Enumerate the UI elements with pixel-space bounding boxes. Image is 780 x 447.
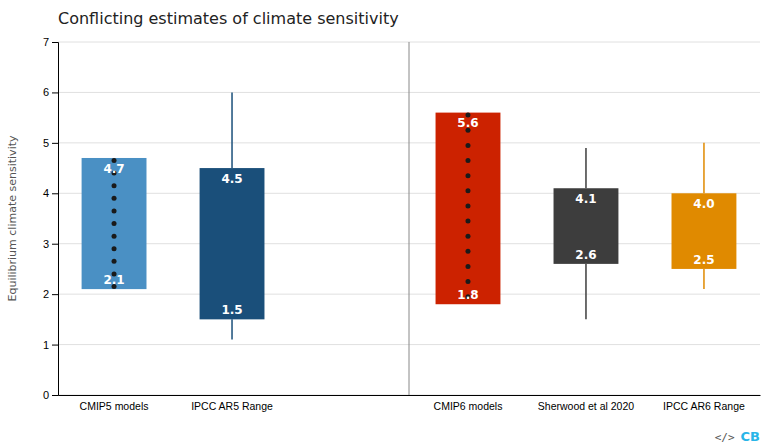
y-tick-label: 3 — [43, 238, 49, 250]
model-dot — [465, 173, 470, 178]
data-label-high: 4.0 — [693, 197, 714, 211]
y-tick: 0 — [43, 389, 58, 401]
y-axis: 0 1 2 3 4 5 6 7 — [43, 36, 59, 401]
y-tick-mark — [52, 193, 58, 194]
plot-area — [82, 92, 737, 339]
y-tick: 3 — [43, 238, 58, 250]
data-label-high: 4.1 — [575, 192, 596, 206]
y-tick-mark — [52, 244, 58, 245]
y-tick: 4 — [43, 187, 58, 199]
range-bar — [554, 188, 619, 264]
model-dot — [465, 158, 470, 163]
data-label-low: 1.8 — [457, 288, 478, 302]
y-tick: 5 — [43, 137, 58, 149]
y-tick: 7 — [43, 36, 58, 48]
range-bar — [436, 113, 501, 305]
data-label-low: 2.6 — [575, 248, 596, 262]
y-tick-label: 0 — [43, 389, 49, 401]
model-dot — [465, 188, 470, 193]
y-axis-line — [52, 43, 59, 396]
x-tick-label: CMIP5 models — [80, 400, 149, 412]
y-tick-mark — [52, 294, 58, 295]
whisker-low — [585, 264, 587, 319]
model-dot — [465, 219, 470, 224]
x-tick-label: CMIP6 models — [434, 400, 503, 412]
x-tick: Sherwood et al 2020 — [538, 400, 634, 412]
range-bar — [672, 193, 737, 269]
whisker-low — [703, 269, 705, 289]
y-tick-mark — [52, 395, 58, 396]
y-tick-label: 6 — [43, 86, 49, 98]
data-label-high: 4.5 — [221, 172, 242, 186]
model-dot — [112, 246, 117, 251]
model-dot — [112, 196, 117, 201]
y-tick-mark — [52, 143, 58, 144]
x-tick-label: Sherwood et al 2020 — [538, 400, 634, 412]
y-tick: 6 — [43, 86, 58, 98]
model-dot — [112, 183, 117, 188]
annotation: CB — [741, 429, 760, 444]
data-labels: 2.1 4.7 1.5 4.5 1.8 5.6 2.6 4.1 2.5 4.0 — [103, 116, 714, 317]
x-tick: CMIP6 models — [434, 400, 503, 412]
y-tick: 2 — [43, 288, 58, 300]
divider — [409, 42, 410, 395]
y-axis-title: Equilibrium climate sensitivity — [6, 135, 19, 302]
x-tick: CMIP5 models — [80, 400, 149, 412]
model-dot — [112, 221, 117, 226]
x-tick: IPCC AR5 Range — [191, 400, 273, 412]
x-tick-label: IPCC AR5 Range — [191, 400, 273, 412]
data-label-high: 4.7 — [103, 162, 124, 176]
model-dot — [465, 143, 470, 148]
grid — [58, 42, 760, 395]
whisker-high — [585, 148, 587, 188]
x-axis: CMIP5 models IPCC AR5 Range CMIP6 models Sh… — [59, 396, 761, 413]
y-tick-label: 5 — [43, 137, 49, 149]
model-dot — [465, 249, 470, 254]
whisker-low — [231, 319, 233, 339]
x-tick: IPCC AR6 Range — [663, 400, 745, 412]
model-dot — [112, 234, 117, 239]
model-dot — [465, 203, 470, 208]
y-tick-label: 7 — [43, 36, 49, 48]
model-dot — [465, 264, 470, 269]
y-tick-label: 1 — [43, 339, 49, 351]
model-dot — [112, 208, 117, 213]
model-dot — [465, 279, 470, 284]
whisker-high — [703, 143, 705, 193]
data-label-low: 2.5 — [693, 253, 714, 267]
y-tick-label: 4 — [43, 187, 49, 199]
data-label-high: 5.6 — [457, 116, 478, 130]
x-tick-label: IPCC AR6 Range — [663, 400, 745, 412]
model-dot — [465, 234, 470, 239]
chart: 0 1 2 3 4 5 6 7 CMIP5 models IPCC AR5 Range CMIP6 … — [0, 0, 780, 447]
y-tick: 1 — [43, 339, 58, 351]
range-bar — [82, 158, 147, 289]
y-tick-mark — [52, 42, 58, 43]
whisker-high — [231, 92, 233, 168]
data-label-low: 1.5 — [221, 303, 242, 317]
model-dot — [112, 259, 117, 264]
y-tick-mark — [52, 345, 58, 346]
annotation: </> — [715, 431, 735, 444]
y-tick-mark — [52, 92, 58, 93]
title: Conflicting estimates of climate sensiti… — [58, 9, 399, 28]
y-tick-label: 2 — [43, 288, 49, 300]
x-axis-line — [59, 395, 761, 396]
range-bar — [200, 168, 265, 319]
dividers — [409, 42, 410, 395]
data-label-low: 2.1 — [103, 273, 124, 287]
watermark: CB </> — [715, 429, 760, 444]
